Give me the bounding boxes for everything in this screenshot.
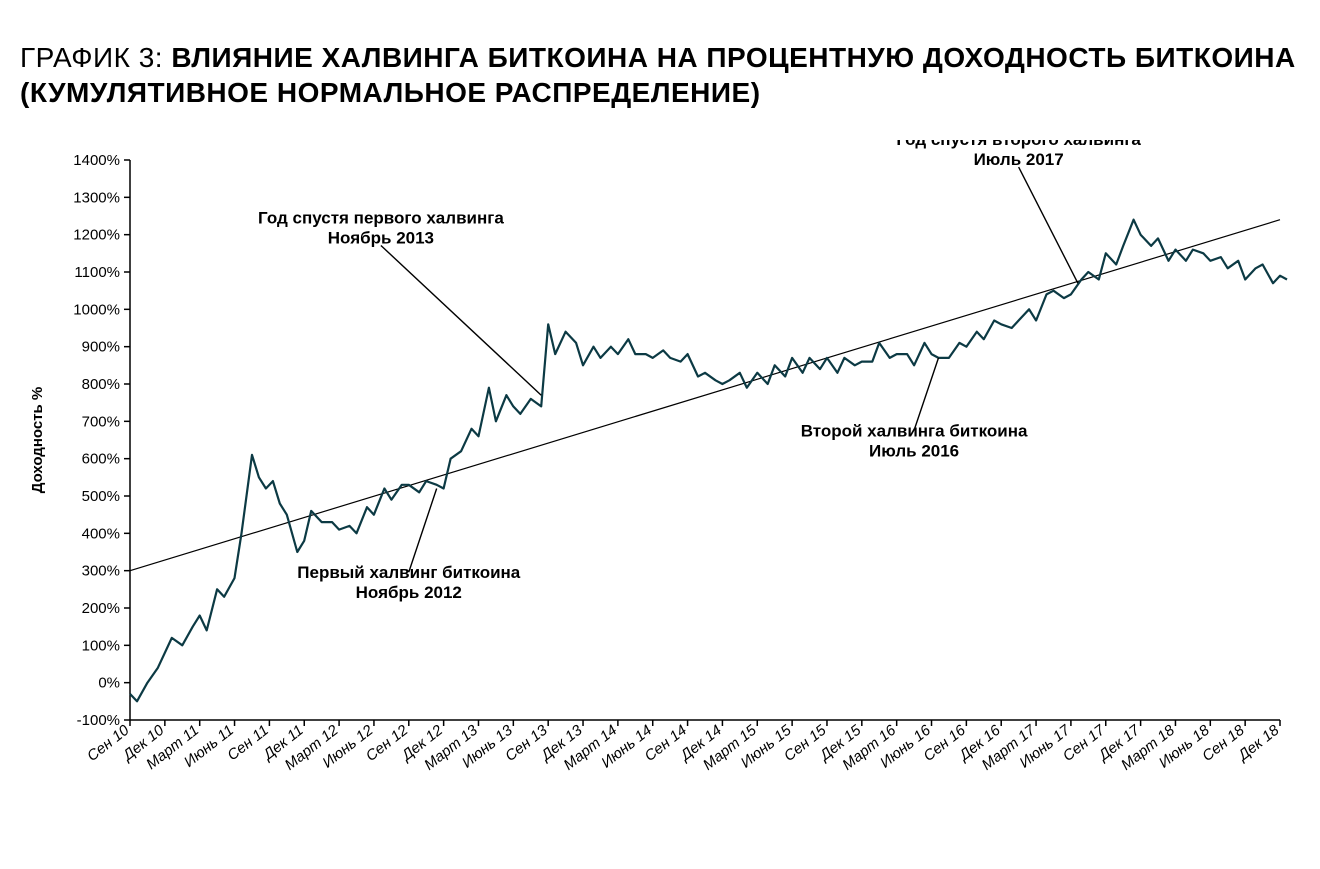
svg-text:1300%: 1300% <box>73 189 120 206</box>
svg-text:Июль 2017: Июль 2017 <box>974 150 1064 169</box>
svg-text:Год спустя второго халвинга: Год спустя второго халвинга <box>896 140 1141 149</box>
svg-text:600%: 600% <box>82 451 120 468</box>
chart-svg: -100% 0% 100% 200% 300% 400% 500% 600% 700% 800% 9… <box>20 140 1300 840</box>
svg-text:Год спустя первого халвинга: Год спустя первого халвинга <box>258 208 504 227</box>
svg-text:0%: 0% <box>98 675 120 692</box>
svg-text:Июль 2016: Июль 2016 <box>869 441 959 460</box>
title-main: ВЛИЯНИЕ ХАЛВИНГА БИТКОИНА НА ПРОЦЕНТНУЮ … <box>20 42 1296 108</box>
svg-text:400%: 400% <box>82 525 120 542</box>
svg-text:500%: 500% <box>82 488 120 505</box>
svg-text:Доходность %: Доходность % <box>29 387 46 494</box>
chart-title: ГРАФИК 3: ВЛИЯНИЕ ХАЛВИНГА БИТКОИНА НА П… <box>20 40 1300 110</box>
svg-text:Второй халвинга биткоина: Второй халвинга биткоина <box>801 421 1028 440</box>
chart-container: -100% 0% 100% 200% 300% 400% 500% 600% 700% 800% 9… <box>20 140 1300 840</box>
svg-text:-100%: -100% <box>77 712 120 729</box>
svg-text:300%: 300% <box>82 563 120 580</box>
svg-text:Ноябрь 2013: Ноябрь 2013 <box>328 228 434 247</box>
svg-text:100%: 100% <box>82 637 120 654</box>
svg-text:700%: 700% <box>82 413 120 430</box>
svg-text:900%: 900% <box>82 339 120 356</box>
svg-text:1000%: 1000% <box>73 301 120 318</box>
svg-text:1100%: 1100% <box>74 264 120 281</box>
svg-text:1200%: 1200% <box>73 227 120 244</box>
title-prefix: ГРАФИК 3: <box>20 42 171 73</box>
svg-text:800%: 800% <box>82 376 120 393</box>
svg-text:Ноябрь 2012: Ноябрь 2012 <box>356 583 462 602</box>
svg-text:1400%: 1400% <box>73 152 120 169</box>
svg-text:Первый халвинг биткоина: Первый халвинг биткоина <box>297 563 521 582</box>
svg-text:200%: 200% <box>82 600 120 617</box>
